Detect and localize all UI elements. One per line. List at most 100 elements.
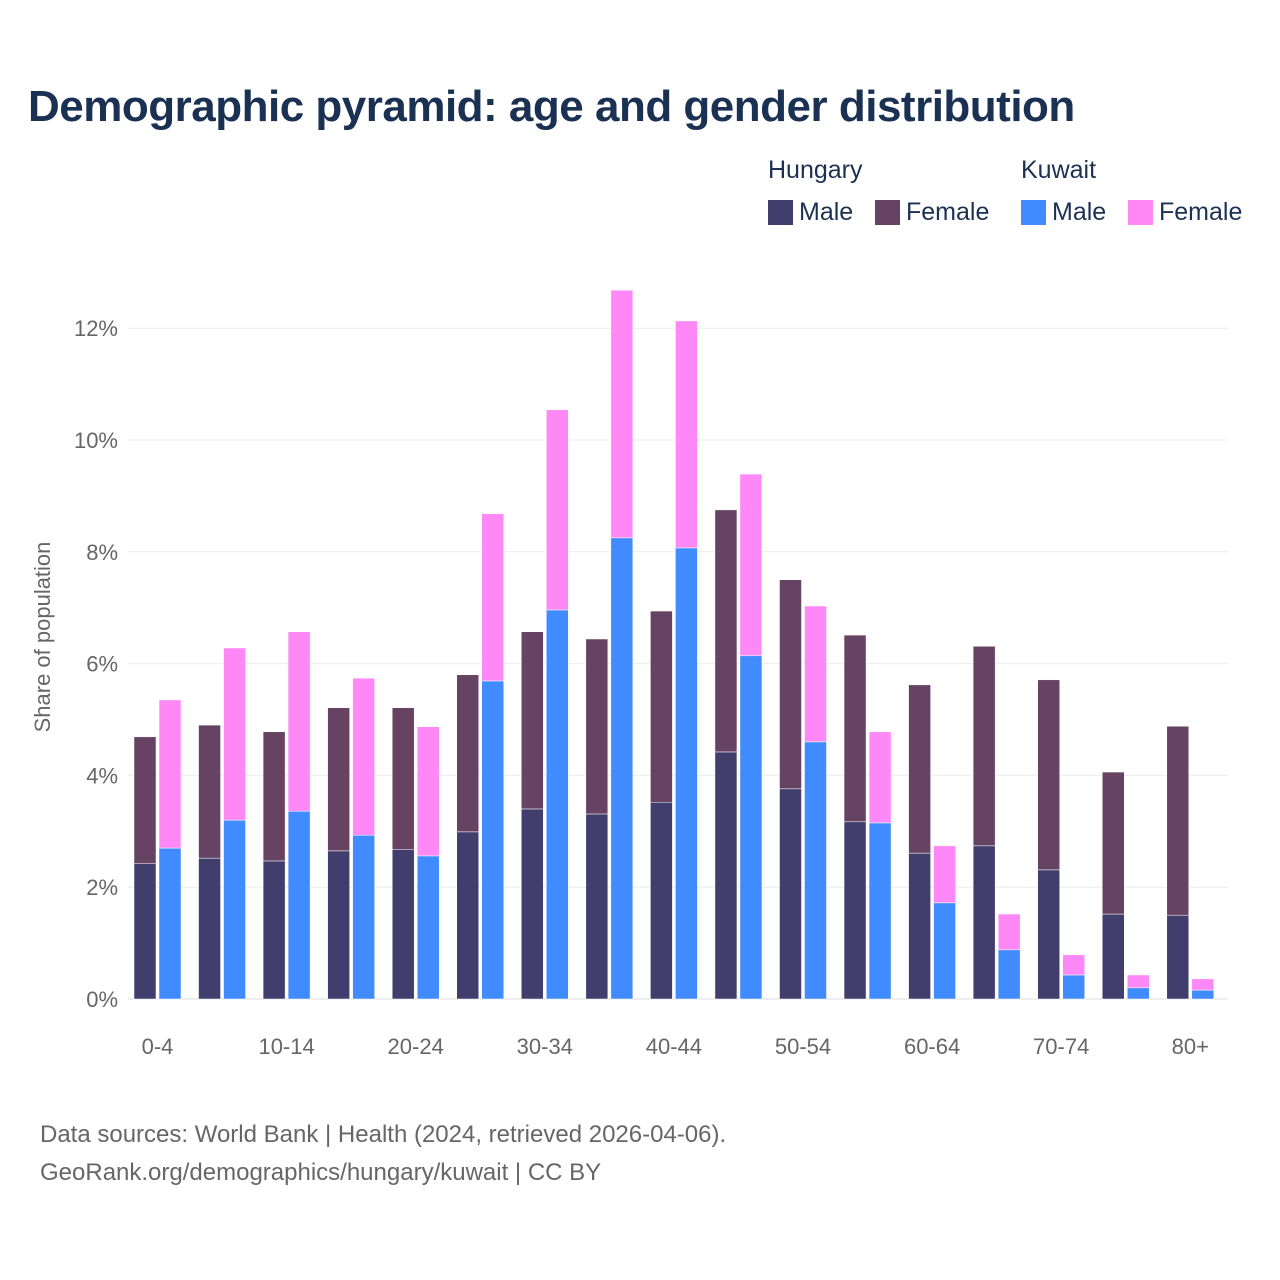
bar-kuwait-female xyxy=(933,845,956,904)
bar-hungary-female xyxy=(1102,771,1125,915)
bar-kuwait-male xyxy=(416,855,440,1000)
x-tick-label: 0-4 xyxy=(142,1034,174,1059)
legend-item-kuwait-male[interactable]: Male xyxy=(1021,198,1106,227)
bar-kuwait-female xyxy=(223,647,246,821)
legend-swatch xyxy=(875,200,900,225)
bar-kuwait-male xyxy=(610,537,634,1000)
bar-hungary-male xyxy=(133,863,157,1000)
bar-kuwait-male xyxy=(1191,989,1215,1000)
x-tick-label: 30-34 xyxy=(517,1034,573,1059)
legend-label: Male xyxy=(1052,198,1107,226)
bar-hungary-female xyxy=(779,579,802,790)
legend-item-hungary-male[interactable]: Male xyxy=(768,198,853,227)
legend-group-title: Kuwait xyxy=(1021,156,1097,184)
bar-kuwait-male xyxy=(739,655,763,1000)
x-tick-label: 20-24 xyxy=(388,1034,444,1059)
y-tick-label: 10% xyxy=(74,428,118,453)
bar-hungary-male xyxy=(456,831,479,1000)
bar-kuwait-male xyxy=(804,741,827,1000)
bar-hungary-female xyxy=(650,610,673,803)
x-tick-label: 60-64 xyxy=(904,1034,960,1059)
bar-kuwait-male xyxy=(868,822,892,1000)
bar-hungary-female xyxy=(843,634,867,823)
legend-item-kuwait-female[interactable]: Female xyxy=(1128,198,1242,227)
bar-hungary-male xyxy=(1102,913,1125,1000)
bar-hungary-male xyxy=(262,860,286,1000)
bar-kuwait-female xyxy=(546,409,569,611)
x-tick-label: 80+ xyxy=(1172,1034,1209,1059)
legend-swatch xyxy=(1021,200,1046,225)
bar-hungary-female xyxy=(327,707,350,852)
legend-swatch xyxy=(1128,200,1153,225)
bar-kuwait-female xyxy=(1191,978,1215,991)
bar-kuwait-male xyxy=(933,902,956,1000)
bar-hungary-female xyxy=(585,638,609,815)
bar-hungary-male xyxy=(650,801,673,1000)
bar-hungary-female xyxy=(521,631,544,810)
bar-hungary-male xyxy=(391,849,415,1000)
y-axis-title: Share of population xyxy=(30,542,55,733)
chart-title: Demographic pyramid: age and gender dist… xyxy=(28,82,1075,131)
y-tick-label: 0% xyxy=(86,987,118,1012)
bar-hungary-male xyxy=(908,852,931,1000)
bar-hungary-male xyxy=(714,751,738,1000)
bar-hungary-female xyxy=(262,731,286,862)
x-tick-label: 50-54 xyxy=(775,1034,831,1059)
bar-kuwait-female xyxy=(287,631,311,812)
legend-group-title: Hungary xyxy=(768,156,863,184)
source-link[interactable]: GeoRank.org/demographics/hungary/kuwait … xyxy=(40,1159,602,1186)
bar-hungary-male xyxy=(521,808,544,1000)
bar-kuwait-female xyxy=(1127,974,1150,989)
bar-kuwait-female xyxy=(481,513,504,682)
bar-hungary-female xyxy=(391,707,415,850)
bar-hungary-male xyxy=(1037,869,1060,1000)
x-tick-label: 40-44 xyxy=(646,1034,702,1059)
legend-label: Female xyxy=(1159,198,1243,226)
bar-hungary-female xyxy=(1037,679,1060,871)
bar-kuwait-female xyxy=(804,605,827,743)
bar-kuwait-female xyxy=(352,677,375,836)
bar-kuwait-female xyxy=(158,699,182,849)
legend-item-hungary-female[interactable]: Female xyxy=(875,198,989,227)
bar-hungary-female xyxy=(133,736,157,864)
legend-group-kuwait: Kuwait xyxy=(1021,156,1096,185)
bar-hungary-female xyxy=(1166,725,1190,916)
bar-kuwait-male xyxy=(546,609,569,1000)
bar-hungary-female xyxy=(714,509,738,753)
bar-kuwait-male xyxy=(997,949,1021,1000)
bar-kuwait-female xyxy=(1062,954,1085,976)
bar-hungary-female xyxy=(908,684,931,854)
bar-kuwait-female xyxy=(416,726,440,857)
legend-group-hungary: Hungary xyxy=(768,156,863,185)
bar-hungary-male xyxy=(327,850,350,1000)
bar-hungary-male xyxy=(779,788,802,1000)
bar-kuwait-female xyxy=(868,731,892,824)
bar-hungary-female xyxy=(972,646,996,847)
bar-hungary-male xyxy=(198,857,221,1000)
bar-hungary-male xyxy=(972,845,996,1000)
bar-kuwait-male xyxy=(352,834,375,1000)
y-tick-label: 2% xyxy=(86,875,118,900)
bar-hungary-male xyxy=(585,813,609,1000)
bar-kuwait-male xyxy=(1062,974,1085,1000)
legend-label: Female xyxy=(906,198,990,226)
x-tick-label: 70-74 xyxy=(1033,1034,1089,1059)
x-tick-label: 10-14 xyxy=(258,1034,314,1059)
y-tick-label: 6% xyxy=(86,652,118,677)
legend-swatch xyxy=(768,200,793,225)
source-note: Data sources: World Bank | Health (2024,… xyxy=(40,1116,726,1192)
bar-kuwait-male xyxy=(1127,987,1150,1000)
bar-hungary-male xyxy=(843,821,867,1000)
bar-kuwait-male xyxy=(158,847,182,1000)
bar-kuwait-male xyxy=(223,819,246,1000)
bar-kuwait-female xyxy=(610,289,634,539)
bar-kuwait-male xyxy=(481,680,504,1000)
bar-kuwait-female xyxy=(997,913,1021,951)
bar-kuwait-male xyxy=(675,547,698,1000)
bar-kuwait-female xyxy=(675,320,698,549)
source-line: Data sources: World Bank | Health (2024,… xyxy=(40,1121,727,1148)
y-tick-label: 12% xyxy=(74,316,118,341)
bar-kuwait-female xyxy=(739,473,763,657)
y-tick-label: 8% xyxy=(86,540,118,565)
bar-hungary-female xyxy=(198,724,221,859)
